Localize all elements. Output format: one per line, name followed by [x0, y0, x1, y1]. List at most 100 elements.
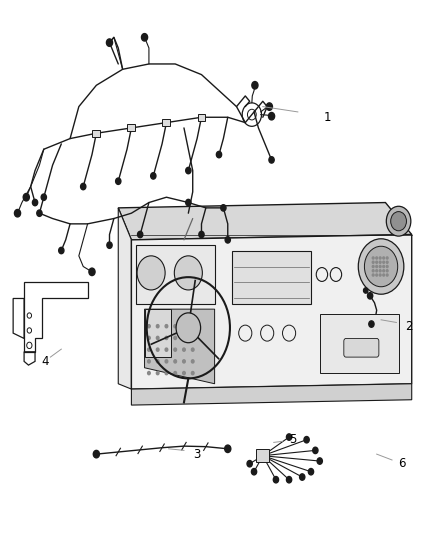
Circle shape [156, 348, 159, 351]
FancyBboxPatch shape [162, 119, 170, 126]
Circle shape [379, 274, 381, 276]
Text: 4: 4 [42, 355, 49, 368]
Circle shape [369, 321, 374, 327]
Circle shape [199, 231, 204, 238]
Circle shape [183, 336, 185, 340]
Circle shape [41, 194, 46, 200]
Circle shape [107, 242, 112, 248]
Circle shape [174, 256, 202, 290]
Circle shape [247, 461, 252, 467]
Circle shape [14, 209, 21, 217]
Circle shape [32, 199, 38, 206]
Circle shape [106, 39, 113, 46]
Circle shape [165, 325, 168, 328]
Circle shape [313, 447, 318, 454]
Circle shape [148, 348, 150, 351]
Polygon shape [118, 208, 131, 389]
Circle shape [174, 348, 177, 351]
Circle shape [383, 265, 385, 268]
Circle shape [221, 205, 226, 211]
Circle shape [364, 288, 368, 293]
Circle shape [260, 453, 265, 459]
FancyBboxPatch shape [320, 314, 399, 373]
FancyBboxPatch shape [198, 114, 205, 120]
Circle shape [383, 261, 385, 263]
Circle shape [300, 474, 305, 480]
Circle shape [379, 257, 381, 259]
Circle shape [174, 372, 177, 375]
Polygon shape [131, 235, 412, 389]
Circle shape [391, 212, 406, 231]
Text: 5: 5 [289, 433, 297, 446]
Circle shape [141, 34, 148, 41]
Circle shape [266, 103, 272, 110]
Circle shape [286, 477, 292, 483]
Circle shape [165, 372, 168, 375]
Polygon shape [131, 384, 412, 405]
Circle shape [148, 336, 150, 340]
Circle shape [191, 325, 194, 328]
Circle shape [252, 82, 258, 89]
Circle shape [37, 210, 42, 216]
Circle shape [148, 325, 150, 328]
Circle shape [156, 336, 159, 340]
Circle shape [23, 193, 29, 201]
Circle shape [225, 445, 231, 453]
Text: 6: 6 [399, 457, 406, 470]
Circle shape [376, 270, 378, 272]
Circle shape [93, 450, 99, 458]
Circle shape [138, 231, 143, 238]
Circle shape [148, 360, 150, 363]
Circle shape [386, 261, 388, 263]
Circle shape [59, 247, 64, 254]
FancyBboxPatch shape [344, 338, 379, 357]
Circle shape [191, 348, 194, 351]
Circle shape [191, 336, 194, 340]
Circle shape [376, 257, 378, 259]
Circle shape [379, 261, 381, 263]
Circle shape [386, 257, 388, 259]
FancyBboxPatch shape [232, 251, 311, 304]
Circle shape [156, 325, 159, 328]
Circle shape [174, 336, 177, 340]
Circle shape [225, 237, 230, 243]
Circle shape [186, 199, 191, 206]
Circle shape [376, 261, 378, 263]
Circle shape [216, 151, 222, 158]
Circle shape [151, 173, 156, 179]
FancyBboxPatch shape [136, 245, 215, 304]
Circle shape [186, 167, 191, 174]
Circle shape [358, 239, 404, 294]
Circle shape [176, 313, 201, 343]
Circle shape [137, 256, 165, 290]
FancyBboxPatch shape [92, 130, 100, 136]
Text: 1: 1 [324, 111, 332, 124]
Circle shape [81, 183, 86, 190]
Circle shape [269, 157, 274, 163]
Circle shape [174, 360, 177, 363]
Circle shape [268, 112, 275, 120]
Circle shape [379, 270, 381, 272]
Circle shape [386, 265, 388, 268]
Circle shape [183, 360, 185, 363]
Circle shape [383, 270, 385, 272]
Circle shape [386, 270, 388, 272]
Circle shape [376, 274, 378, 276]
Circle shape [156, 360, 159, 363]
Circle shape [148, 372, 150, 375]
Circle shape [273, 477, 279, 483]
Circle shape [251, 469, 257, 475]
Circle shape [174, 325, 177, 328]
Circle shape [156, 372, 159, 375]
Circle shape [165, 336, 168, 340]
Circle shape [383, 257, 385, 259]
Circle shape [165, 360, 168, 363]
Circle shape [191, 360, 194, 363]
Circle shape [367, 293, 373, 299]
Circle shape [372, 270, 374, 272]
Circle shape [286, 434, 292, 440]
Circle shape [191, 372, 194, 375]
FancyBboxPatch shape [127, 124, 135, 131]
FancyBboxPatch shape [256, 449, 269, 462]
Circle shape [379, 265, 381, 268]
